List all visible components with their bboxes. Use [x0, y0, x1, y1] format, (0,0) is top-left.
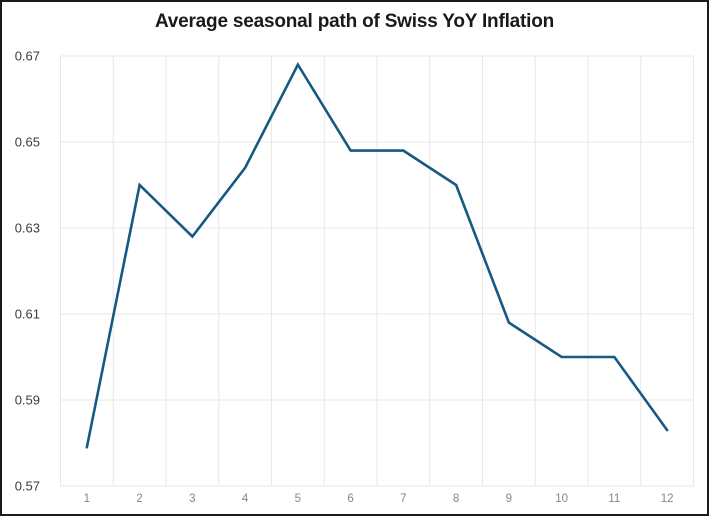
x-axis-tick-label: 11: [608, 493, 620, 505]
inflation-line: [85, 61, 669, 449]
x-axis-tick-label: 3: [189, 493, 195, 505]
y-axis-tick-label: 0.63: [15, 221, 40, 236]
x-axis-tick-label: 2: [136, 493, 142, 505]
x-axis-tick-label: 10: [555, 493, 568, 505]
x-axis-tick-label: 9: [506, 493, 512, 505]
x-axis-tick-label: 12: [661, 493, 674, 505]
x-axis-tick-label: 8: [453, 493, 459, 505]
chart-title: Average seasonal path of Swiss YoY Infla…: [154, 11, 555, 32]
x-axis-tick-label: 7: [400, 493, 406, 505]
y-axis-tick-label: 0.59: [15, 393, 40, 408]
y-axis-tick-label: 0.57: [15, 479, 40, 494]
x-axis-tick-label: 6: [347, 493, 353, 505]
y-axis-tick-label: 0.61: [15, 307, 40, 322]
y-axis-tick-label: 0.65: [15, 135, 40, 150]
x-axis-tick-label: 4: [242, 493, 249, 505]
x-axis-tick-label: 1: [84, 493, 90, 505]
y-axis-tick-label: 0.67: [15, 49, 40, 64]
x-axis-tick-label: 5: [295, 493, 301, 505]
